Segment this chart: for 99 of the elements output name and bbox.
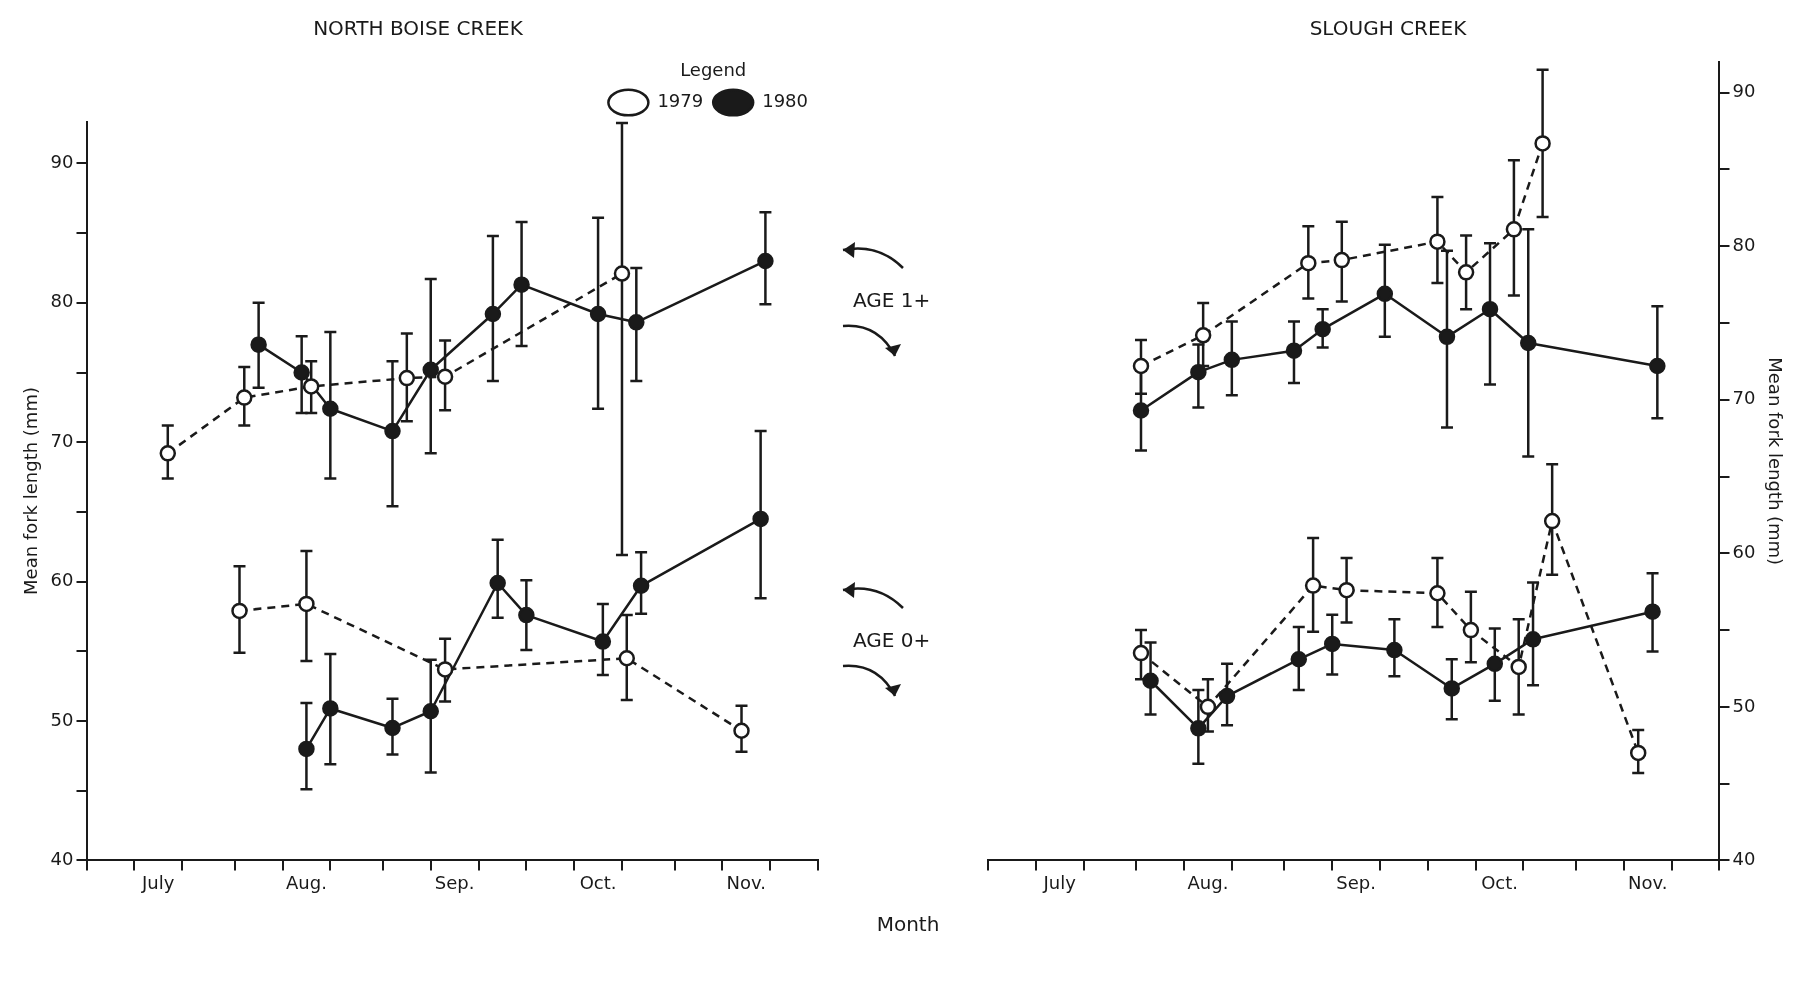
- point: [293, 364, 310, 381]
- point: [628, 314, 645, 331]
- point: [1314, 320, 1331, 338]
- point: [384, 719, 401, 737]
- chart-title: SLOUGH CREEK: [1309, 16, 1468, 41]
- x-tick-label: Oct.: [1481, 871, 1518, 893]
- y-tick-label: 60: [50, 569, 74, 591]
- point: [384, 422, 401, 440]
- point: [422, 703, 439, 720]
- point: [231, 602, 248, 620]
- y-tick-label: 80: [50, 290, 74, 312]
- point: [298, 740, 315, 758]
- point: [250, 336, 267, 353]
- point: [1438, 328, 1456, 346]
- point: [1644, 603, 1661, 620]
- point: [1386, 641, 1403, 659]
- y-axis-title: Mean fork length (mm): [20, 387, 42, 595]
- point: [1199, 698, 1217, 716]
- point: [1132, 357, 1150, 375]
- point: [733, 722, 750, 740]
- point: [1323, 635, 1341, 653]
- x-tick-label: Sep.: [1336, 871, 1376, 893]
- y-tick-label: 70: [50, 429, 74, 451]
- point: [484, 305, 502, 323]
- y-tick-label: 50: [50, 708, 74, 730]
- point: [1629, 744, 1647, 762]
- x-tick-label: Sep.: [434, 871, 475, 893]
- point: [513, 276, 530, 293]
- point: [1223, 351, 1241, 369]
- point: [236, 389, 253, 406]
- point: [1462, 621, 1480, 639]
- point: [436, 661, 454, 678]
- point: [1132, 644, 1150, 662]
- point: [618, 650, 636, 667]
- point: [1194, 327, 1212, 344]
- y2-tick-label: 50: [1732, 694, 1756, 716]
- x-tick-label: July: [1042, 871, 1077, 893]
- point: [436, 368, 454, 385]
- legend-label: 1980: [762, 90, 808, 112]
- point: [757, 252, 774, 270]
- point: [1481, 300, 1499, 318]
- point: [1218, 687, 1236, 705]
- y2-tick-label: 40: [1732, 848, 1756, 870]
- point: [632, 577, 650, 595]
- x-tick-label: Nov.: [726, 871, 767, 893]
- x-tick-label: Aug.: [1187, 871, 1229, 893]
- point: [1510, 658, 1527, 676]
- point: [1429, 584, 1446, 602]
- y2-tick-label: 70: [1732, 387, 1756, 409]
- point: [1429, 233, 1446, 250]
- legend-label: 1979: [657, 90, 704, 112]
- point: [422, 361, 439, 378]
- point: [1457, 264, 1475, 281]
- point: [1376, 285, 1394, 303]
- point: [1190, 720, 1207, 737]
- text: AGE 1+: [853, 288, 932, 312]
- point: [1190, 363, 1207, 381]
- point: [1285, 342, 1303, 359]
- point: [1443, 680, 1461, 697]
- point: [302, 378, 320, 395]
- point: [1520, 334, 1537, 352]
- point: [1524, 631, 1542, 648]
- point: [489, 574, 506, 592]
- text: AGE 0+: [853, 628, 932, 652]
- point: [1304, 577, 1322, 594]
- x-tick-label: July: [141, 871, 175, 893]
- point: [322, 700, 339, 717]
- point: [398, 369, 416, 387]
- point: [1142, 672, 1159, 690]
- point: [1333, 251, 1351, 269]
- point: [322, 400, 339, 418]
- y-tick-label: 90: [50, 151, 74, 173]
- point: [1300, 254, 1317, 272]
- point: [589, 305, 607, 323]
- point: [1543, 512, 1561, 530]
- point: [1649, 357, 1666, 375]
- y2-tick-label: 60: [1732, 540, 1756, 562]
- y2-tick-label: 90: [1732, 80, 1756, 102]
- point: [1534, 135, 1551, 152]
- point: [298, 595, 315, 613]
- point: [1505, 221, 1523, 238]
- chart-title: NORTH BOISE CREEK: [313, 16, 524, 41]
- y2-tick-label: 80: [1732, 233, 1756, 255]
- point: [1338, 581, 1355, 599]
- y-tick-label: 40: [50, 848, 74, 870]
- point: [518, 606, 535, 624]
- point: [1290, 651, 1308, 668]
- legend-title: Legend: [680, 58, 747, 80]
- point: [1486, 655, 1504, 673]
- x-tick-label: Nov.: [1628, 871, 1668, 893]
- point: [159, 445, 177, 462]
- point: [613, 265, 631, 282]
- x-tick-label: Aug.: [285, 871, 327, 893]
- point: [1132, 402, 1150, 419]
- x-axis-title: Month: [875, 912, 941, 936]
- y2-axis-title: Mean fork length (mm): [1764, 357, 1786, 566]
- point: [752, 510, 769, 528]
- point: [594, 633, 612, 650]
- x-tick-label: Oct.: [579, 871, 617, 893]
